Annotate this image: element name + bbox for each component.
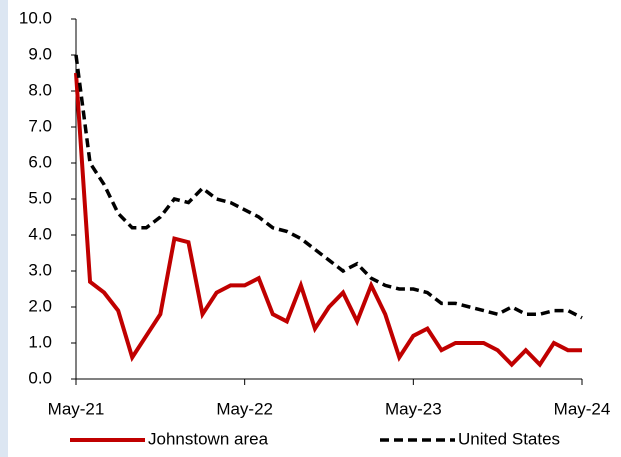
series-line xyxy=(74,72,582,368)
y-tick-label: 0.0 xyxy=(28,368,52,387)
y-tick-label: 4.0 xyxy=(28,224,52,243)
legend-label: Johnstown area xyxy=(148,429,269,448)
legend-label: United States xyxy=(458,429,560,448)
y-tick-label: 9.0 xyxy=(28,44,52,63)
x-tick-label: May-22 xyxy=(216,399,273,418)
x-tick-label: May-21 xyxy=(48,399,105,418)
y-tick-label: 5.0 xyxy=(28,188,52,207)
y-tick-label: 10.0 xyxy=(19,8,52,27)
x-tick-label: May-24 xyxy=(554,399,611,418)
y-tick-label: 7.0 xyxy=(28,116,52,135)
series-line xyxy=(74,54,583,320)
y-tick-label: 3.0 xyxy=(28,260,52,279)
y-tick-label: 6.0 xyxy=(28,152,52,171)
y-tick-label: 2.0 xyxy=(28,296,52,315)
y-tick-label: 8.0 xyxy=(28,80,52,99)
y-tick-label: 1.0 xyxy=(28,332,52,351)
x-tick-label: May-23 xyxy=(385,399,442,418)
side-strip xyxy=(0,0,8,457)
